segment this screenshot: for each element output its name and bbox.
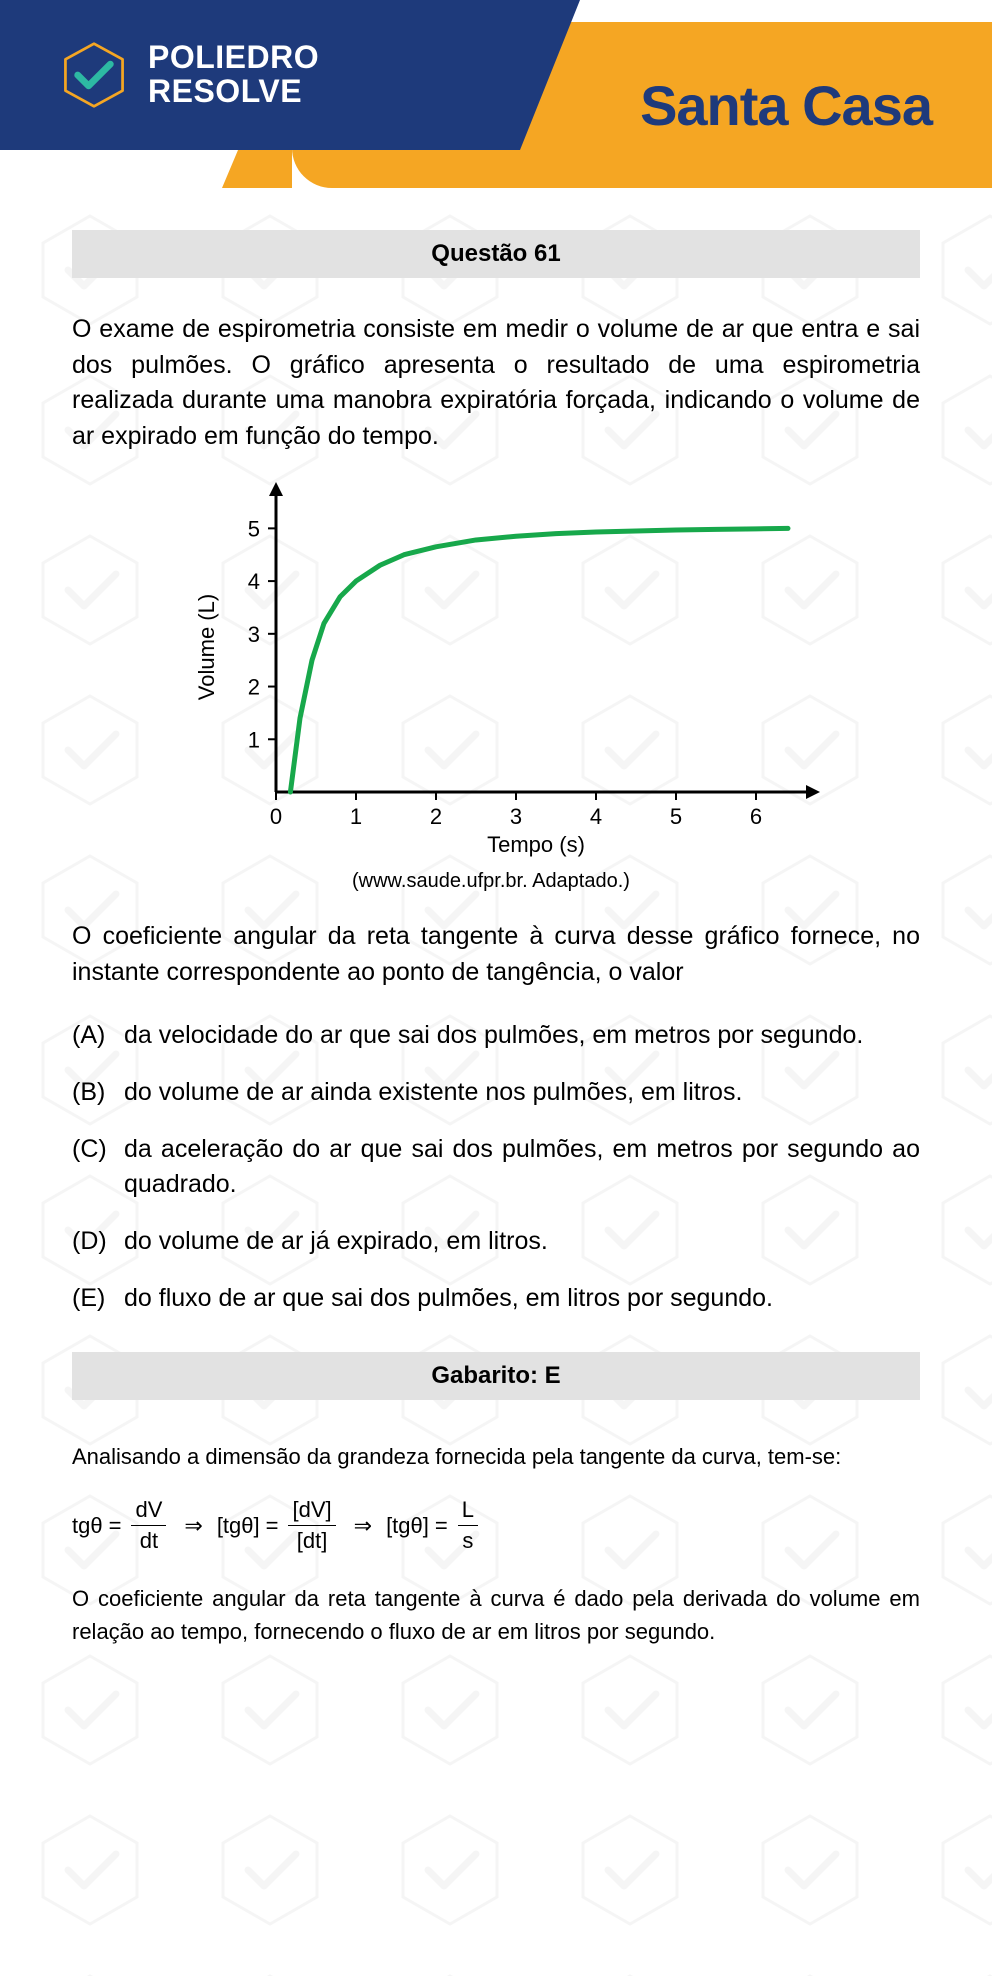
brand-title: Santa Casa <box>640 73 932 138</box>
question-intro: O exame de espirometria consiste em medi… <box>72 312 920 454</box>
implies-2: ⇒ <box>354 1513 372 1539</box>
options-list: (A)da velocidade do ar que sai dos pulmõ… <box>72 1018 920 1316</box>
formula-eq: = <box>266 1513 279 1539</box>
frac-brackets: [dV] [dt] <box>288 1497 335 1554</box>
page: Santa Casa POLIEDRO RESOLVE Questão 61 O… <box>0 0 992 1976</box>
option-item: (A)da velocidade do ar que sai dos pulmõ… <box>72 1018 920 1053</box>
bracket-tg-2: [tgθ] <box>386 1513 429 1539</box>
header: Santa Casa POLIEDRO RESOLVE <box>0 0 992 190</box>
answer-header: Gabarito: E <box>72 1352 920 1400</box>
question-number-header: Questão 61 <box>72 230 920 278</box>
option-letter: (A) <box>72 1018 124 1053</box>
svg-text:Tempo (s): Tempo (s) <box>487 832 585 857</box>
option-letter: (C) <box>72 1132 124 1202</box>
formula-lhs: tgθ <box>72 1513 103 1539</box>
frac-L-s: L s <box>458 1497 478 1554</box>
svg-text:3: 3 <box>248 622 260 647</box>
logo-line-2: RESOLVE <box>148 75 319 109</box>
option-letter: (D) <box>72 1224 124 1259</box>
logo-hex-icon <box>60 41 128 109</box>
option-letter: (B) <box>72 1075 124 1110</box>
option-item: (C)da aceleração do ar que sai dos pulmõ… <box>72 1132 920 1202</box>
chart-container: 0 1 2 3 4 5 6 1 2 3 4 5 Tempo (s) Volume (L) (www.sau… <box>72 482 920 893</box>
svg-text:0: 0 <box>270 804 282 829</box>
option-text: do fluxo de ar que sai dos pulmões, em l… <box>124 1281 920 1316</box>
option-text: do volume de ar já expirado, em litros. <box>124 1224 920 1259</box>
spirometry-chart: 0 1 2 3 4 5 6 1 2 3 4 5 Tempo (s) Volume (L) <box>166 482 826 862</box>
svg-text:5: 5 <box>248 516 260 541</box>
svg-text:Volume (L): Volume (L) <box>194 594 219 700</box>
logo-text: POLIEDRO RESOLVE <box>148 41 319 108</box>
logo-line-1: POLIEDRO <box>148 41 319 75</box>
content: Questão 61 O exame de espirometria consi… <box>0 190 992 1732</box>
svg-text:4: 4 <box>590 804 602 829</box>
option-item: (D)do volume de ar já expirado, em litro… <box>72 1224 920 1259</box>
frac-dv-dt: dV dt <box>131 1497 166 1554</box>
option-text: da aceleração do ar que sai dos pulmões,… <box>124 1132 920 1202</box>
option-letter: (E) <box>72 1281 124 1316</box>
bracket-tg-1: [tgθ] <box>217 1513 260 1539</box>
option-item: (B)do volume de ar ainda existente nos p… <box>72 1075 920 1110</box>
svg-text:4: 4 <box>248 569 260 594</box>
option-text: do volume de ar ainda existente nos pulm… <box>124 1075 920 1110</box>
implies-1: ⇒ <box>184 1513 202 1539</box>
svg-text:6: 6 <box>750 804 762 829</box>
header-blue-banner: POLIEDRO RESOLVE <box>0 0 520 150</box>
svg-text:5: 5 <box>670 804 682 829</box>
svg-text:2: 2 <box>430 804 442 829</box>
svg-text:1: 1 <box>350 804 362 829</box>
svg-text:2: 2 <box>248 675 260 700</box>
formula-eq: = <box>435 1513 448 1539</box>
analysis-conclusion: O coeficiente angular da reta tangente à… <box>72 1582 920 1648</box>
svg-text:3: 3 <box>510 804 522 829</box>
question-prompt: O coeficiente angular da reta tangente à… <box>72 919 920 990</box>
chart-source: (www.saude.ufpr.br. Adaptado.) <box>72 870 920 893</box>
svg-text:1: 1 <box>248 727 260 752</box>
formula-eq: = <box>109 1513 122 1539</box>
option-item: (E)do fluxo de ar que sai dos pulmões, e… <box>72 1281 920 1316</box>
option-text: da velocidade do ar que sai dos pulmões,… <box>124 1018 920 1053</box>
dimensional-formula: tgθ = dV dt ⇒ [tgθ] = [dV] [dt] ⇒ [tgθ] … <box>72 1497 920 1554</box>
analysis-intro: Analisando a dimensão da grandeza fornec… <box>72 1440 920 1473</box>
